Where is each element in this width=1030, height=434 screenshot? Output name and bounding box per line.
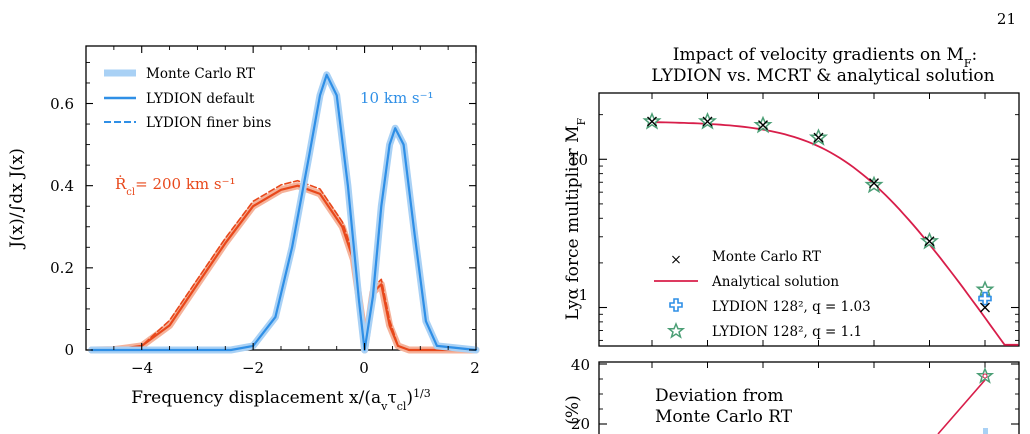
lower-annotation-line2: Monte Carlo RT [655, 407, 793, 427]
analytical-curve [652, 121, 1019, 346]
legend-marker-star [666, 322, 686, 339]
legend-label-finer: LYDION finer bins [146, 115, 271, 131]
right-ylabel: Lyα force multiplier MF [563, 117, 588, 320]
lower-deviation-line [937, 379, 986, 434]
right-legend: × Monte Carlo RT Analytical solution LYD… [654, 249, 871, 340]
right-title-line1: Impact of velocity gradients on MF: [673, 45, 977, 70]
left-ytick-3: 0.6 [50, 95, 74, 113]
right-curves [642, 112, 1019, 346]
mc-point [647, 116, 657, 127]
legend-marker-cross: × [670, 252, 682, 268]
mc-point [702, 116, 713, 127]
lower-ylabel-fragment: (%) [563, 395, 583, 424]
right-ticks [599, 93, 1019, 346]
legend-marker-plus [669, 298, 683, 312]
right-chart: Impact of velocity gradients on MF: LYDI… [563, 45, 1020, 434]
left-xtick-0: −4 [131, 359, 153, 377]
lower-ytick-20: 20 [571, 415, 590, 433]
left-legend: Monte Carlo RT LYDION default LYDION fin… [104, 66, 271, 131]
lower-plus-fragment [983, 428, 988, 434]
mc-point [869, 178, 879, 189]
left-ytick-0: 0 [64, 341, 74, 359]
left-chart: 0 0.2 0.4 0.6 −4 −2 0 2 Frequency displa… [7, 45, 480, 413]
left-xtick-1: −2 [242, 359, 264, 377]
annotation-200kms: Ṙcl= 200 km s⁻¹ [115, 175, 236, 198]
star-point [864, 175, 884, 194]
mc-point [980, 302, 990, 313]
lower-ticks [599, 362, 1019, 425]
legend-label-mcrt: Monte Carlo RT [146, 66, 255, 82]
legend-label-q103: LYDION 128², q = 1.03 [712, 299, 871, 315]
left-curves [88, 71, 480, 354]
left-ylabel: J(x)/∫dx J(x) [7, 148, 27, 250]
mc-point [924, 236, 935, 247]
left-ytick-2: 0.4 [50, 177, 74, 195]
left-xtick-3: 2 [470, 359, 480, 377]
annotation-10kms: 10 km s⁻¹ [360, 89, 434, 107]
legend-label-analytical: Analytical solution [711, 274, 839, 290]
right-plot-frame [598, 92, 1020, 347]
legend-label-q11: LYDION 128², q = 1.1 [712, 324, 862, 340]
left-ytick-1: 0.2 [50, 259, 74, 277]
lower-ytick-40: 40 [571, 356, 590, 374]
mc-point [758, 120, 768, 131]
lower-star-marker [975, 367, 995, 384]
plus-point [978, 291, 992, 306]
lower-annotation-line1: Deviation from [655, 386, 784, 406]
left-xtick-2: 0 [359, 359, 369, 377]
left-xlabel: Frequency displacement x/(avτcl)1/3 [131, 387, 431, 413]
left-series-0-layer-2 [90, 179, 477, 351]
right-title-line2: LYDION vs. MCRT & analytical solution [651, 66, 994, 86]
page-number: 21 [996, 10, 1016, 28]
right-ytick-1: 1 [578, 286, 588, 304]
legend-label-mc: Monte Carlo RT [712, 249, 821, 265]
mc-point [813, 132, 824, 143]
left-ticks [85, 46, 477, 351]
legend-label-default: LYDION default [146, 91, 255, 107]
lower-panel-frame [598, 361, 1020, 434]
left-series-1-layer-2 [90, 74, 477, 351]
right-ytick-10: 10 [569, 151, 588, 169]
